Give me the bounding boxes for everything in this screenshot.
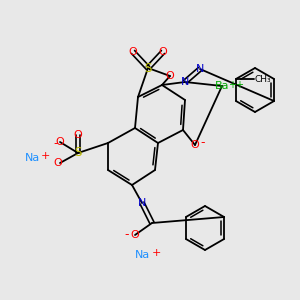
Text: O: O [74, 130, 82, 140]
Text: +: + [40, 151, 50, 161]
Text: O: O [130, 230, 140, 240]
Text: -: - [125, 229, 129, 242]
Text: S: S [74, 146, 82, 160]
Text: O: O [129, 47, 137, 57]
Text: O: O [190, 140, 200, 150]
Text: ++: ++ [228, 80, 244, 90]
Text: S: S [144, 61, 152, 74]
Text: O: O [54, 158, 62, 168]
Text: N: N [138, 198, 146, 208]
Text: -: - [54, 137, 58, 151]
Text: O: O [159, 47, 167, 57]
Text: -: - [201, 136, 205, 149]
Text: Na: Na [135, 250, 151, 260]
Text: Na: Na [24, 153, 40, 163]
Text: N: N [196, 64, 204, 74]
Text: CH₃: CH₃ [255, 74, 272, 83]
Text: N: N [181, 77, 189, 87]
Text: O: O [56, 137, 64, 147]
Text: +: + [151, 248, 161, 258]
Text: Ba: Ba [215, 81, 229, 91]
Text: O: O [166, 71, 174, 81]
